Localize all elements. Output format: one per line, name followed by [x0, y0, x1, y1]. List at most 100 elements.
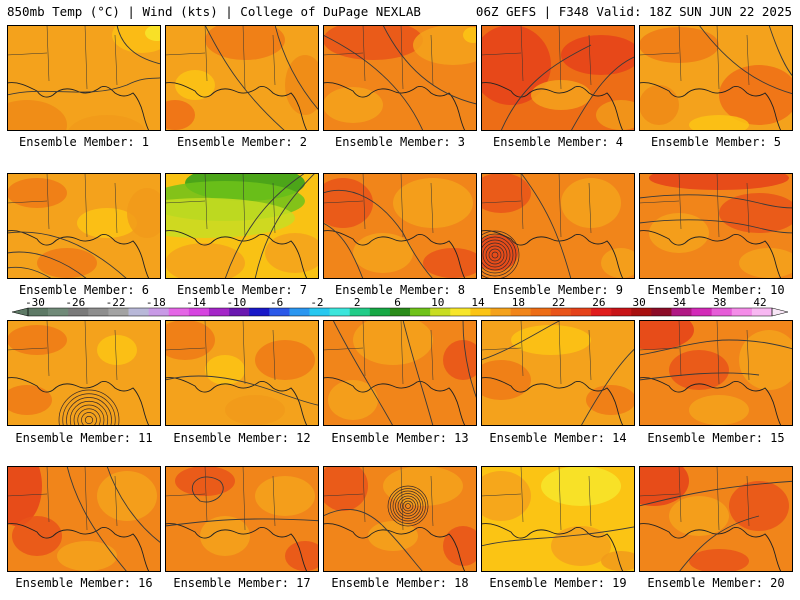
- ensemble-member-panel: [481, 320, 635, 426]
- state-border: [520, 25, 524, 82]
- temperature-region: [97, 335, 137, 365]
- panel-frame: [323, 466, 477, 572]
- state-border: [746, 475, 750, 527]
- gulf-coastline: [7, 523, 150, 572]
- colorbar-tick-label: 6: [394, 296, 401, 309]
- state-border: [7, 52, 48, 56]
- temperature-map: [639, 25, 793, 131]
- colorbar-swatch: [389, 308, 411, 316]
- state-border: [639, 52, 680, 56]
- ensemble-member-panel: [481, 25, 635, 131]
- colorbar-frame: [27, 307, 773, 317]
- colorbar-swatch: [631, 308, 652, 316]
- ensemble-member-panel: [165, 466, 319, 572]
- state-border: [678, 320, 682, 377]
- colorbar-tick-label: 30: [633, 296, 646, 309]
- state-border: [242, 25, 246, 90]
- temperature-region: [481, 360, 531, 400]
- ensemble-member-label: Ensemble Member: 13: [331, 431, 469, 445]
- ensemble-member-panel: [323, 466, 477, 572]
- colorbar-swatch: [108, 308, 129, 316]
- gulf-coastline: [165, 230, 308, 279]
- state-border: [639, 493, 680, 497]
- state-border: [165, 493, 206, 497]
- pressure-contour: [165, 375, 319, 406]
- state-border: [588, 329, 592, 381]
- state-border: [481, 200, 522, 204]
- temperature-region: [596, 100, 635, 130]
- state-border: [558, 173, 562, 238]
- temperature-region: [669, 496, 729, 536]
- cyclone-contour: [392, 490, 424, 522]
- cyclone-contour: [77, 408, 101, 426]
- state-border: [400, 173, 404, 238]
- cyclone-contour: [402, 500, 414, 512]
- colorbar-swatch: [530, 308, 552, 316]
- state-border: [558, 320, 562, 385]
- pressure-contour: [204, 25, 286, 131]
- colorbar-tick-label: -2: [310, 296, 323, 309]
- ensemble-member-panel: [165, 320, 319, 426]
- state-border: [272, 34, 276, 86]
- ensemble-member-label: Ensemble Member: 18: [331, 576, 469, 590]
- gulf-coastline: [323, 82, 466, 131]
- state-border: [242, 320, 246, 385]
- pressure-contour: [520, 173, 572, 279]
- state-border: [520, 466, 524, 523]
- colorbar-tick-label: -22: [106, 296, 126, 309]
- temperature-region: [541, 466, 621, 506]
- state-border: [716, 173, 720, 238]
- colorbar-swatch: [751, 308, 773, 316]
- colorbar-swatch: [309, 308, 330, 316]
- temperature-region: [37, 248, 97, 278]
- state-border: [323, 347, 364, 351]
- panel-frame: [481, 466, 635, 572]
- pressure-contour: [7, 231, 128, 279]
- temperature-region: [601, 248, 635, 278]
- pressure-contour: [768, 25, 793, 78]
- gulf-coastline: [481, 523, 624, 572]
- colorbar-tick-label: 14: [471, 296, 485, 309]
- state-border: [114, 34, 118, 86]
- gulf-coastline: [7, 230, 150, 279]
- state-border: [204, 466, 208, 523]
- ensemble-member-label: Ensemble Member: 9: [492, 283, 624, 297]
- colorbar-swatch: [591, 308, 612, 316]
- panel-frame: [481, 320, 635, 426]
- panel-frame: [7, 25, 161, 131]
- temperature-colorbar: -30 -26 -22 -18 -14 -10 -6 -2 2 6 10 14 18 22 26 30 34 38…: [11, 296, 789, 317]
- pressure-contour: [323, 222, 364, 279]
- model-run-info: 06Z GEFS | F348 Valid: 18Z SUN JUN 22 20…: [475, 4, 792, 19]
- temperature-region: [7, 100, 67, 131]
- state-border: [7, 493, 48, 497]
- cyclone-contour: [395, 493, 421, 519]
- state-border: [204, 320, 208, 377]
- temperature-region: [57, 541, 117, 571]
- ensemble-member-panel: [7, 25, 161, 131]
- state-border: [362, 173, 366, 230]
- colorbar-swatch: [611, 308, 632, 316]
- temperature-region: [165, 243, 245, 279]
- cyclone-contour: [405, 503, 411, 509]
- panel-frame: [481, 25, 635, 131]
- state-border: [639, 200, 680, 204]
- temperature-region: [393, 178, 473, 228]
- state-border: [323, 52, 364, 56]
- gulf-coastline: [165, 82, 308, 131]
- temperature-map: [639, 320, 793, 426]
- colorbar-tick-label: 18: [512, 296, 525, 309]
- ensemble-member-label: Ensemble Member: 3: [334, 135, 466, 149]
- ensemble-member-panel: [639, 320, 793, 426]
- temperature-region: [481, 173, 531, 213]
- state-border: [481, 493, 522, 497]
- state-border: [430, 34, 434, 86]
- ensemble-member-panel: [639, 466, 793, 572]
- cyclone-contour: [81, 412, 97, 426]
- temperature-region: [175, 466, 235, 496]
- state-border: [481, 52, 522, 56]
- state-border: [588, 475, 592, 527]
- colorbar-swatch: [510, 308, 532, 316]
- panel-frame: [639, 25, 793, 131]
- colorbar-tick-label: -10: [226, 296, 246, 309]
- state-border: [46, 320, 50, 377]
